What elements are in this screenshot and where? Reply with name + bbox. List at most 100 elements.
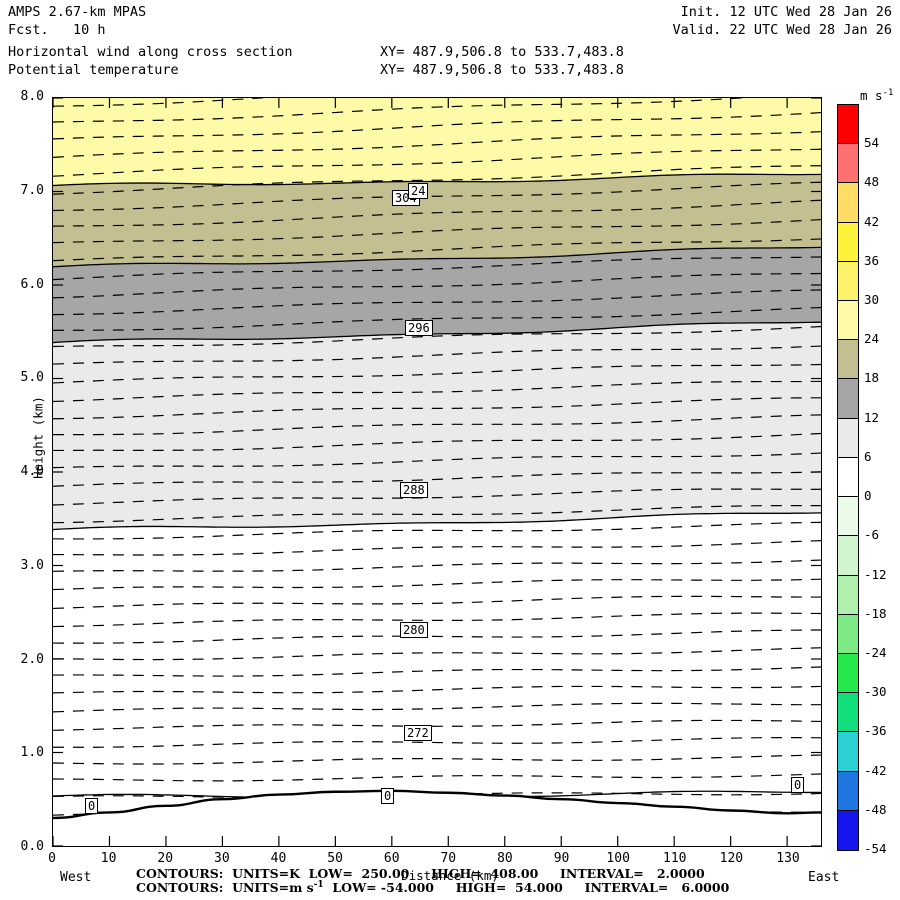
y-tick-label: 4.0 [20, 464, 44, 479]
colorbar-tick-label: -30 [864, 684, 887, 700]
colorbar-segment-48 [838, 144, 858, 184]
colorbar-tick-label: 6 [864, 448, 872, 464]
west-label: West [60, 870, 92, 885]
theta-contour [53, 736, 821, 748]
theta-contour [53, 345, 821, 365]
model-title: AMPS 2.67-km MPAS [8, 4, 147, 20]
theta-contour [53, 666, 821, 677]
contour-value-label: 0 [85, 798, 99, 814]
theta-contour [53, 165, 821, 195]
wind-contour-18 [53, 246, 821, 268]
y-tick-label: 2.0 [20, 651, 44, 667]
contour-info-wind-exp: -1 [313, 880, 324, 890]
theta-contour [53, 238, 821, 262]
terrain-fill-top [53, 790, 821, 846]
contour-value-label: 296 [405, 320, 433, 336]
theta-contour [53, 131, 821, 158]
colorbar-tick-label: -48 [864, 801, 887, 817]
colorbar-segment--24 [838, 614, 858, 654]
y-tick-label: 0.0 [20, 839, 44, 854]
contour-info-theta: CONTOURS: UNITS=K LOW= 250.00 HIGH= 408.… [136, 866, 705, 881]
colorbar-tick-label: -12 [864, 566, 887, 582]
theta-contour [53, 719, 821, 731]
y-tick-label: 3.0 [20, 557, 44, 573]
colorbar-segment-0 [838, 457, 858, 498]
x-tick-label: 130 [776, 851, 800, 866]
colorbar-tick-label: -6 [864, 527, 880, 543]
theta-contour [53, 414, 821, 436]
colorbar-units: m s-1 [860, 88, 893, 103]
contour-overlay [53, 98, 821, 846]
theta-contour [53, 488, 821, 506]
theta-contour [53, 199, 821, 227]
colorbar-segment--12 [838, 536, 858, 576]
x-tick-label: 120 [719, 851, 744, 866]
colorbar-segment-12 [838, 379, 858, 419]
header-block: AMPS 2.67-km MPAS Fcst. 10 h Horizontal … [0, 0, 900, 86]
contour-info-wind-b: LOW= -54.000 HIGH= 54.000 INTERVAL= 6.00… [323, 880, 730, 896]
x-tick-label: 80 [497, 851, 513, 866]
colorbar-tick-label: 48 [864, 174, 880, 190]
contour-value-label: 280 [400, 622, 428, 638]
theta-contour [53, 471, 821, 487]
x-axis-title: Distance (km) [401, 868, 499, 883]
colorbar-segment-18 [838, 340, 858, 380]
theta-contour [53, 218, 821, 244]
forecast-hour: Fcst. 10 h [8, 22, 106, 38]
theta-contour [53, 111, 821, 140]
theta-contour [53, 272, 821, 299]
theta-contour [53, 521, 821, 540]
x-tick-label: 10 [100, 851, 117, 866]
shading-polygons [53, 98, 821, 798]
colorbar-tick-label: 12 [864, 409, 880, 425]
x-tick-label: 40 [270, 851, 287, 866]
y-tick-label: 1.0 [20, 745, 44, 761]
contour-value-label: 272 [404, 725, 432, 741]
field-name-wind: Horizontal wind along cross section [8, 44, 293, 60]
colorbar-segment--6 [838, 497, 858, 537]
theta-contour [53, 256, 821, 281]
colorbar-segment-42 [838, 183, 858, 223]
theta-contour [53, 559, 821, 572]
contour-value-label: 24 [408, 183, 429, 199]
theta-contour [53, 452, 821, 469]
colorbar-tick-label: 36 [864, 252, 880, 268]
theta-contour [53, 702, 821, 713]
theta-contour [53, 647, 821, 661]
theta-contour [53, 754, 821, 765]
colorbar-segment-36 [838, 222, 858, 262]
colorbar-tick-label: -36 [864, 723, 887, 739]
colorbar-segment--30 [838, 653, 858, 694]
colorbar-segment--48 [838, 771, 858, 811]
theta-contour [53, 595, 821, 610]
colorbar-segment-54 [838, 105, 858, 145]
colorbar-segment-30 [838, 261, 858, 302]
theta-contour [53, 505, 821, 524]
y-axis-title: Height (km) [30, 396, 46, 479]
theta-contour [53, 629, 821, 644]
wind-contour-24 [53, 173, 821, 187]
wind-contour-6 [53, 512, 821, 531]
colorbar-segment-24 [838, 301, 858, 341]
contour-info-wind: CONTOURS: UNITS=m s-1 LOW= -54.000 HIGH=… [136, 880, 729, 895]
colorbar-segment--42 [838, 732, 858, 772]
x-tick-label: 90 [553, 851, 570, 866]
theta-contour [53, 578, 821, 591]
colorbar-tick-label: 0 [864, 488, 872, 504]
theta-contour [53, 432, 821, 452]
theta-contour [53, 181, 821, 212]
contour-value-label: 0 [381, 788, 395, 804]
x-tick-label: 110 [663, 851, 687, 866]
colorbar-tick-label: -18 [864, 605, 887, 621]
theta-contour [53, 540, 821, 556]
x-tick-label: 50 [327, 851, 343, 866]
wind-shading-layer [53, 98, 821, 846]
contour-info-wind-a: CONTOURS: UNITS=m s [136, 880, 314, 896]
theta-contour [53, 148, 821, 177]
wind-band-24 [53, 98, 821, 186]
colorbar-tick-label: 18 [864, 370, 880, 386]
y-tick-label: 7.0 [20, 182, 44, 198]
colorbar[interactable] [837, 104, 859, 851]
colorbar-segment--54 [838, 810, 858, 850]
x-tick-label: 20 [157, 851, 174, 866]
